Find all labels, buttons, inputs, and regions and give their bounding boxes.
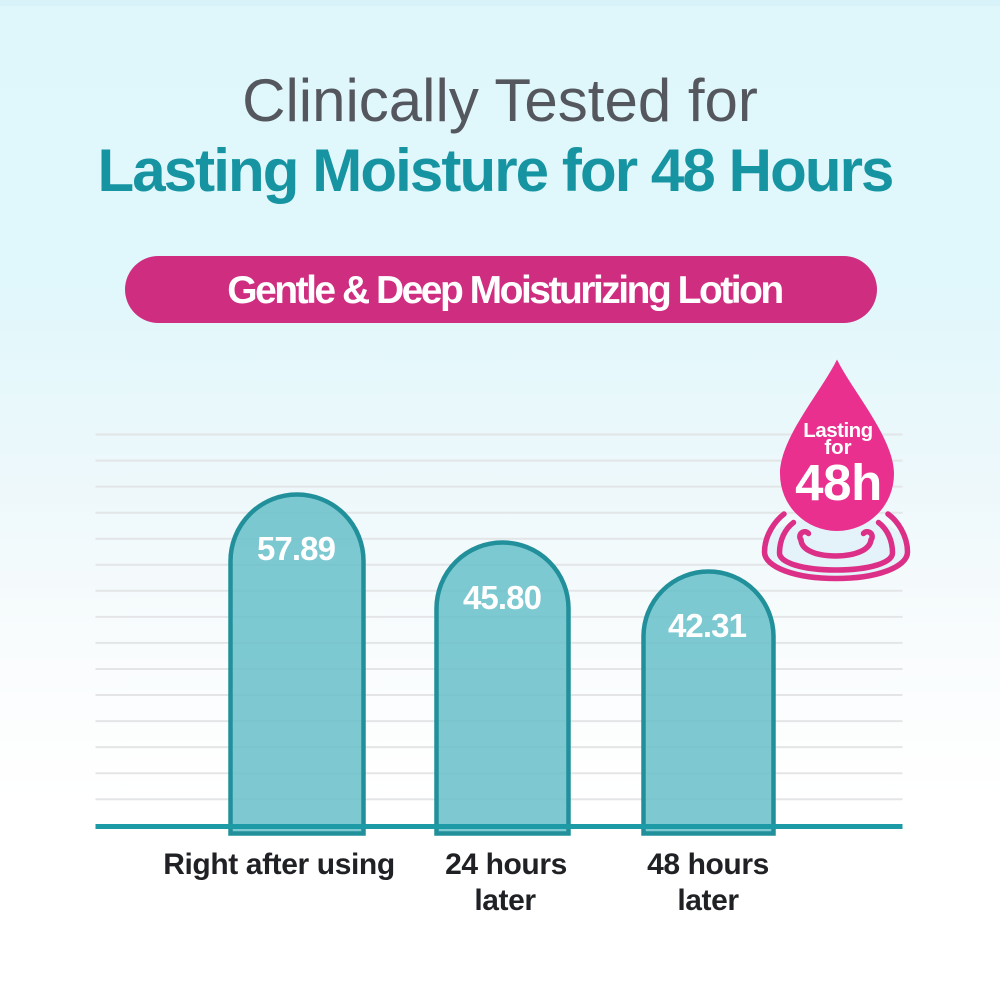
svg-text:Right after using: Right after using [163, 848, 395, 881]
svg-text:48h: 48h [795, 454, 882, 511]
svg-text:57.89: 57.89 [257, 530, 336, 567]
svg-text:for: for [824, 436, 851, 459]
svg-text:45.80: 45.80 [463, 579, 541, 616]
svg-text:Lasting: Lasting [803, 419, 872, 442]
svg-text:later: later [474, 884, 536, 917]
svg-text:later: later [677, 884, 739, 917]
svg-text:42.31: 42.31 [668, 607, 747, 644]
svg-text:48 hours: 48 hours [647, 848, 769, 881]
svg-text:24 hours: 24 hours [445, 848, 567, 881]
